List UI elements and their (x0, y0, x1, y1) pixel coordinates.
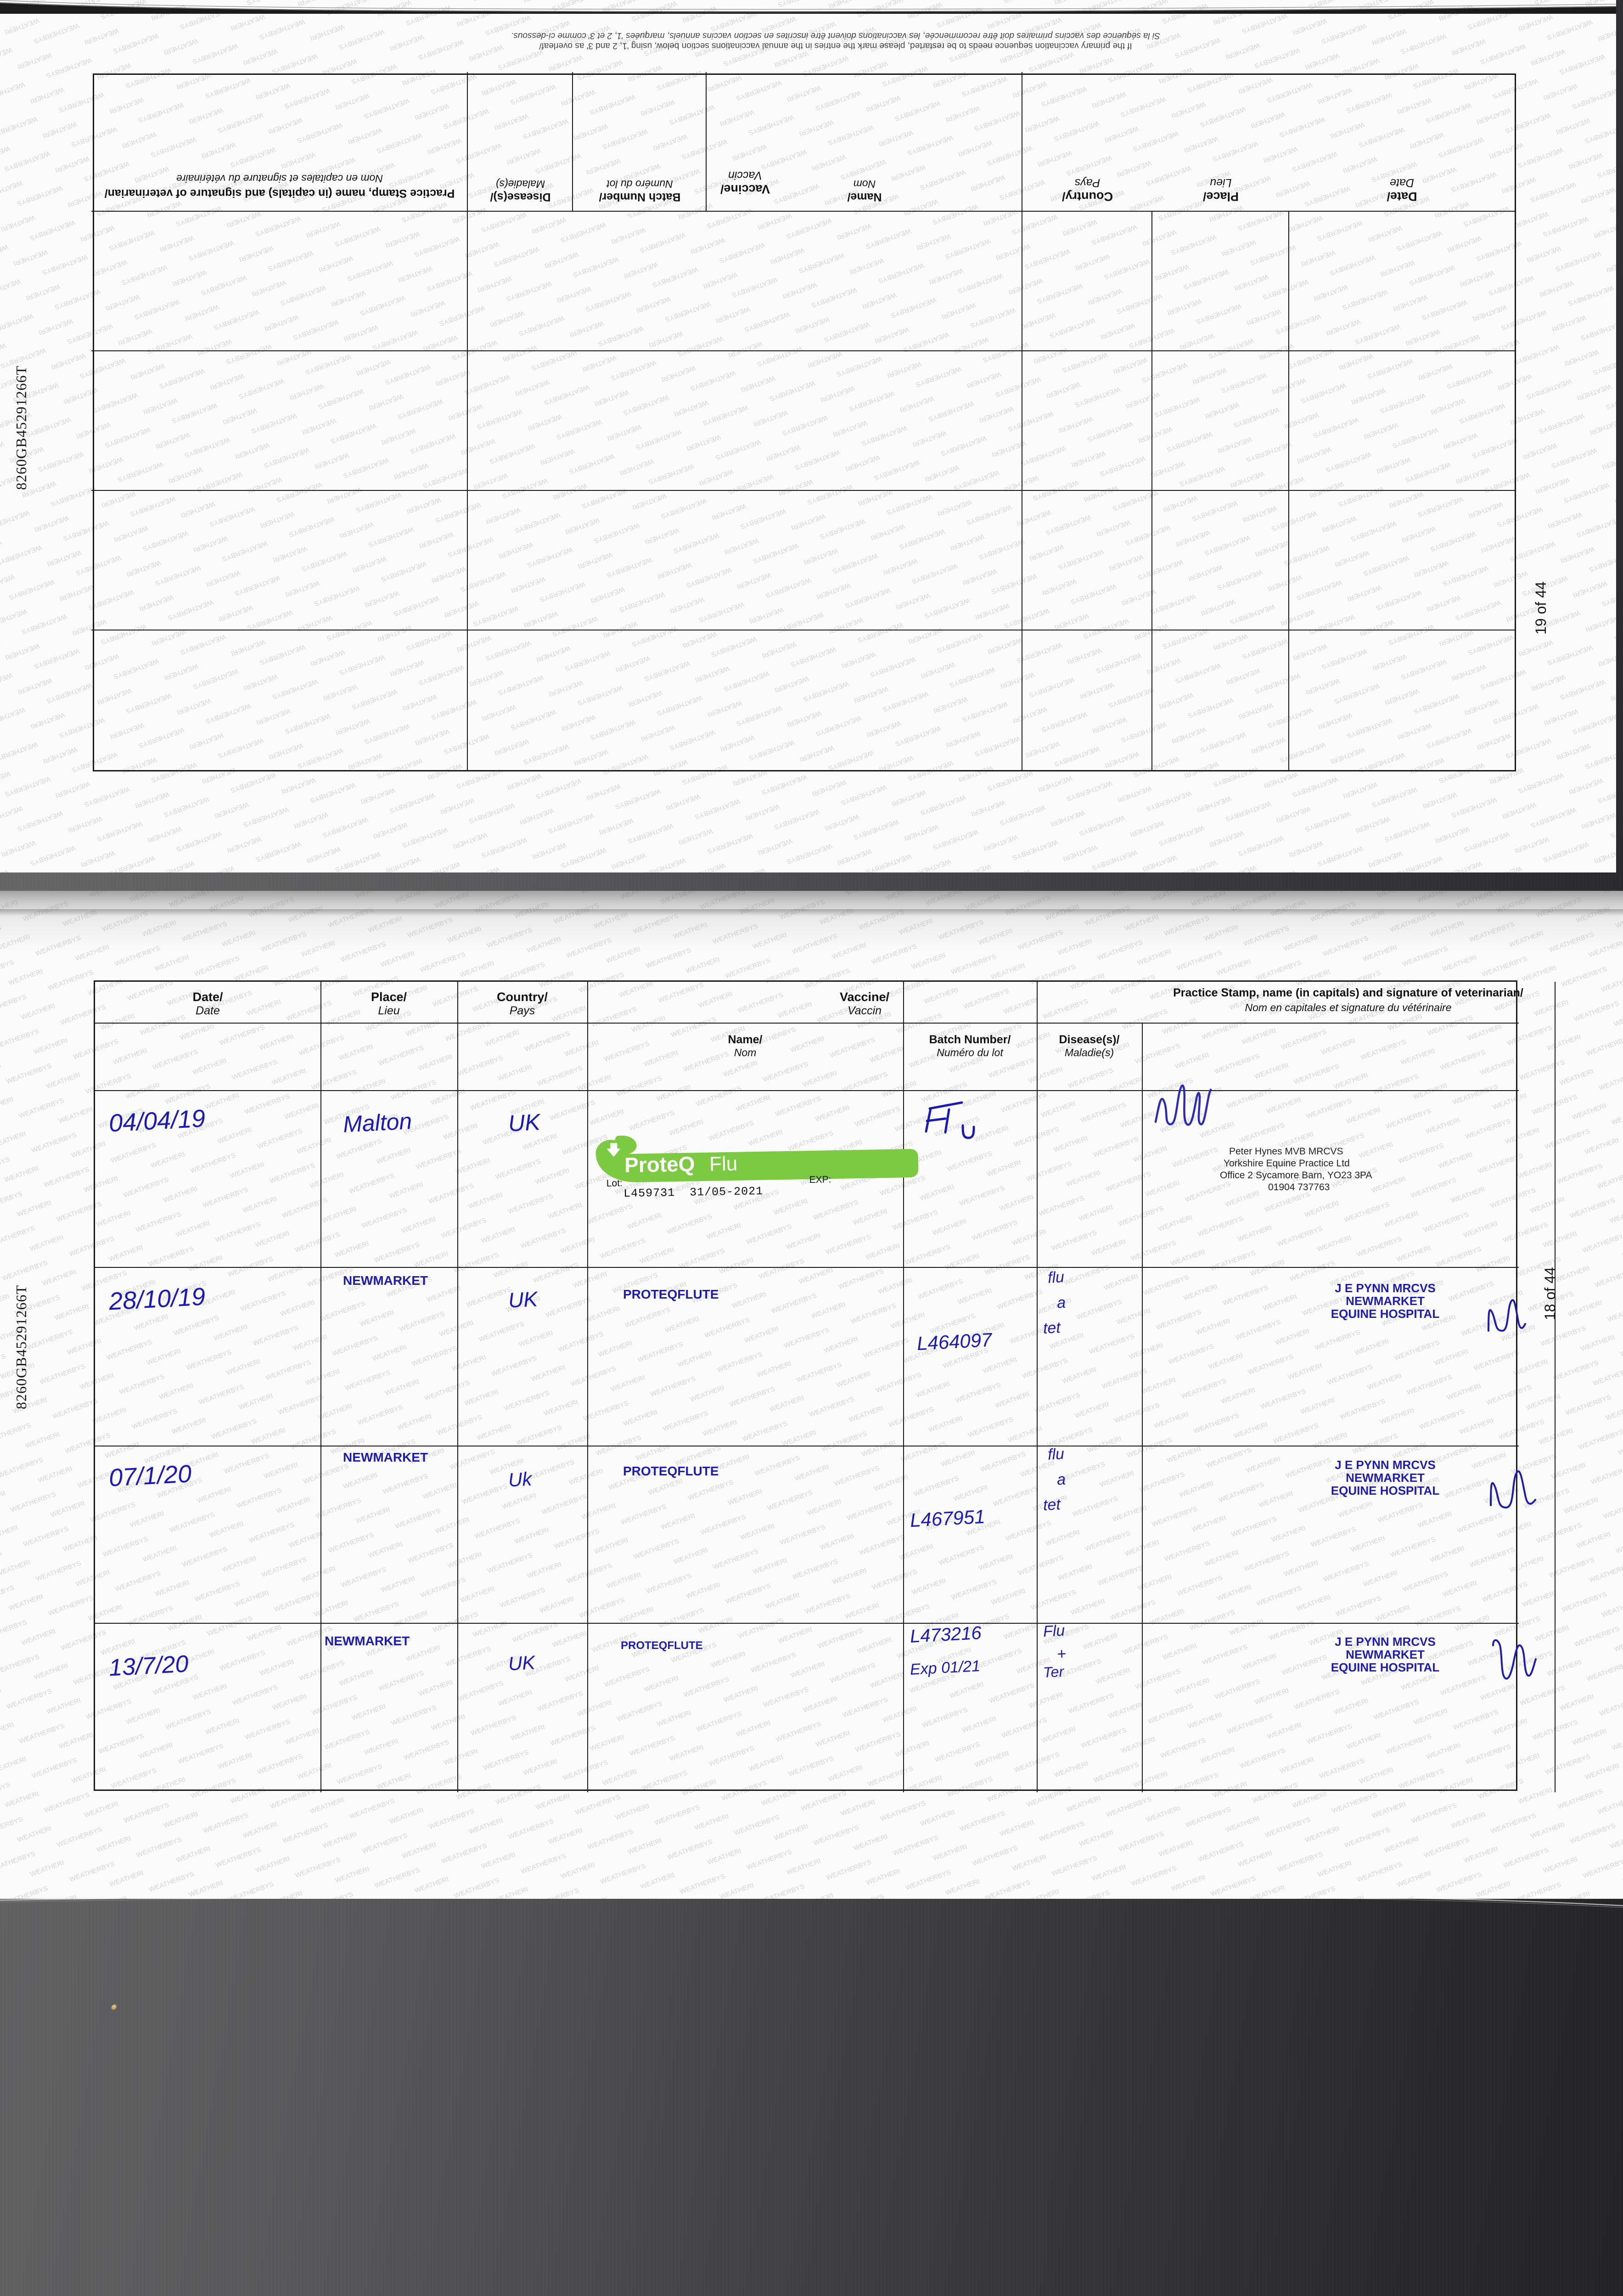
svg-text:Flu: Flu (709, 1153, 738, 1176)
svg-text:ProteQ: ProteQ (624, 1152, 695, 1177)
